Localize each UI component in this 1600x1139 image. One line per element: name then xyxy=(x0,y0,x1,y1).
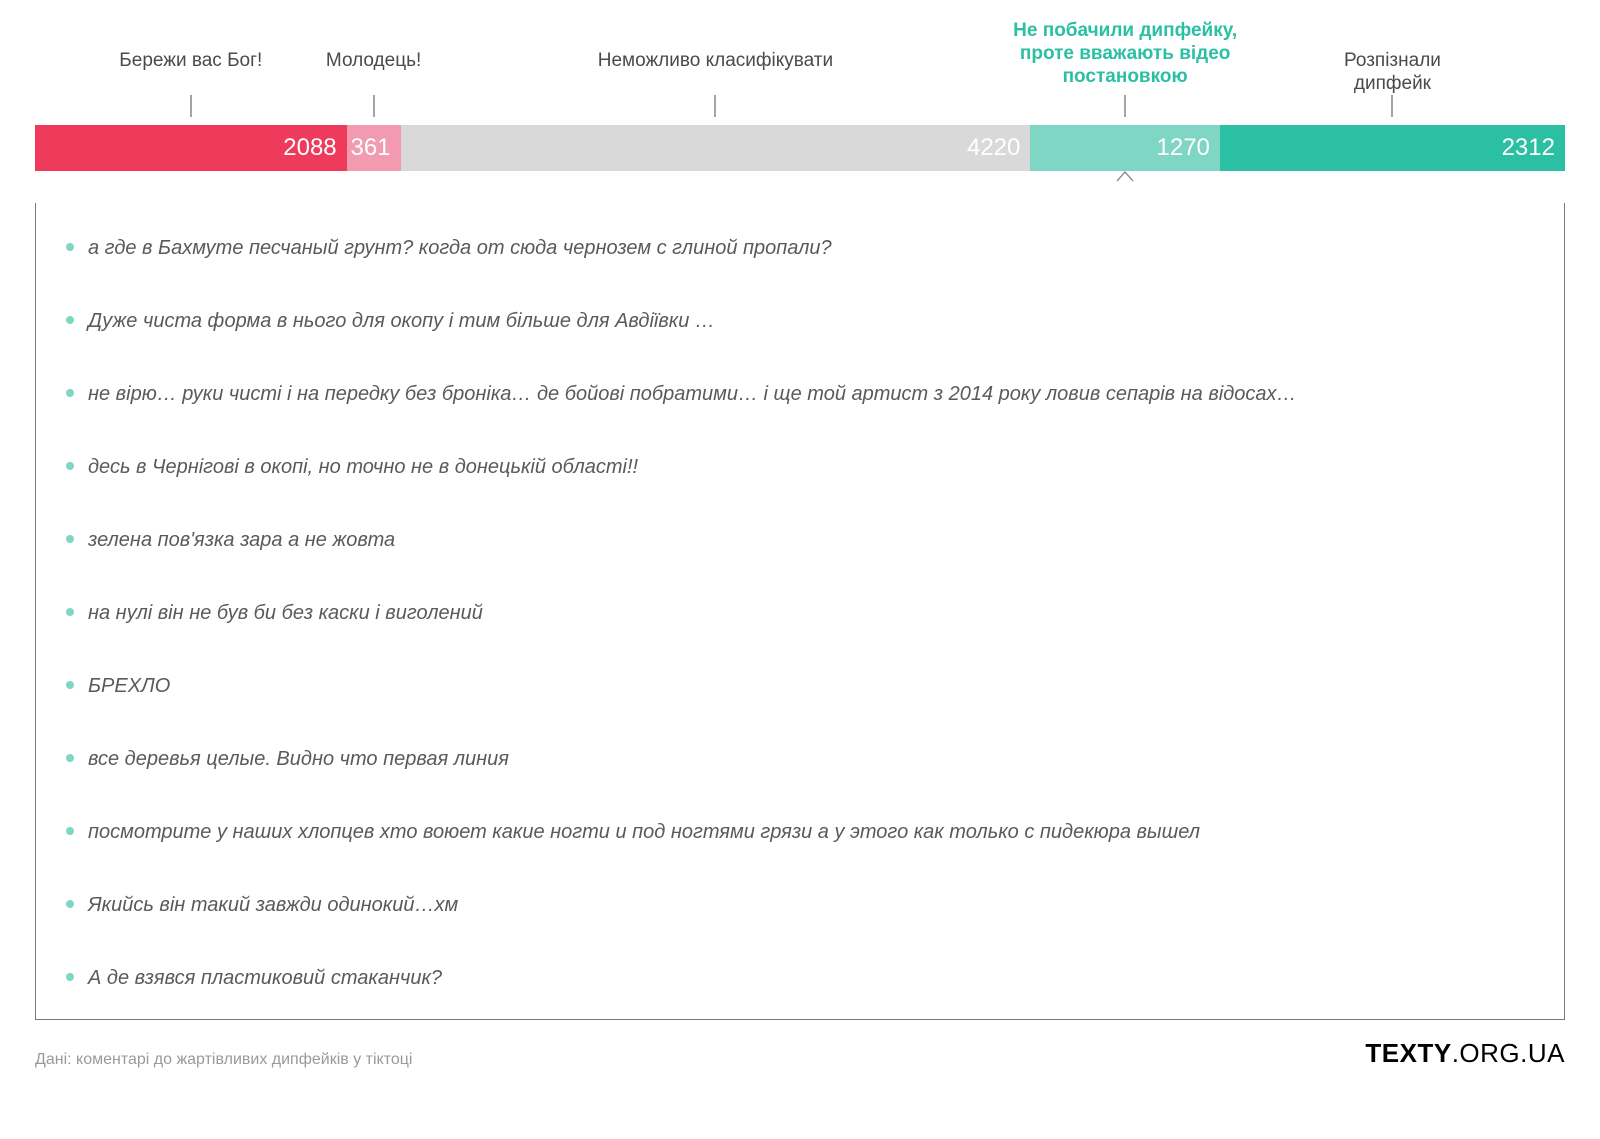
category-tick xyxy=(1392,95,1393,117)
bullet-icon xyxy=(66,243,74,251)
category-label: Не побачили дипфейку, проте вважають від… xyxy=(987,20,1262,88)
category-label: Розпізнали дипфейк xyxy=(1306,50,1479,96)
comment-text: посмотрите у наших хлопцев хто воюет как… xyxy=(88,819,1200,845)
bar-segment: 1270 xyxy=(1030,125,1220,171)
category-label: Бережи вас Бог! xyxy=(119,50,262,73)
logo-thin: .ORG.UA xyxy=(1452,1038,1565,1068)
comments-panel: а где в Бахмуте песчаный грунт? когда от… xyxy=(35,203,1565,1020)
category-label: Неможливо класифікувати xyxy=(598,50,833,73)
comment-text: все деревья целые. Видно что первая лини… xyxy=(88,746,509,772)
category-tick xyxy=(373,95,374,117)
comment-text: БРЕХЛО xyxy=(88,673,170,699)
comment-item: Дуже чиста форма в нього для окопу і тим… xyxy=(66,308,1534,334)
comment-text: А де взявся пластиковий стаканчик? xyxy=(88,965,442,991)
bullet-icon xyxy=(66,900,74,908)
comment-text: не вірю… руки чисті і на передку без бро… xyxy=(88,381,1297,407)
comment-item: а где в Бахмуте песчаный грунт? когда от… xyxy=(66,235,1534,261)
category-labels-row: Бережи вас Бог! Молодець! Неможливо класиф… xyxy=(35,20,1565,95)
category-tick xyxy=(1125,95,1126,117)
category-tick xyxy=(190,95,191,117)
stacked-bar-chart: Бережи вас Бог! Молодець! Неможливо класиф… xyxy=(35,20,1565,175)
logo: TEXTY.ORG.UA xyxy=(1365,1038,1565,1069)
comment-text: на нулі він не був би без каски і виголе… xyxy=(88,600,483,626)
logo-bold: TEXTY xyxy=(1365,1038,1451,1068)
footer: Дані: коментарі до жартівливих дипфейків… xyxy=(35,1038,1565,1069)
bar-segment: 2312 xyxy=(1220,125,1565,171)
comment-item: десь в Чернігові в окопі, но точно не в … xyxy=(66,454,1534,480)
bullet-icon xyxy=(66,462,74,470)
comment-item: БРЕХЛО xyxy=(66,673,1534,699)
comment-text: Дуже чиста форма в нього для окопу і тим… xyxy=(88,308,715,334)
comment-item: все деревья целые. Видно что первая лини… xyxy=(66,746,1534,772)
bar-segment: 361 xyxy=(347,125,401,171)
bullet-icon xyxy=(66,316,74,324)
comment-item: А де взявся пластиковий стаканчик? xyxy=(66,965,1534,991)
bar-segment: 4220 xyxy=(401,125,1031,171)
bullet-icon xyxy=(66,389,74,397)
comment-item: Якийсь він такий завжди одинокий…хм xyxy=(66,892,1534,918)
bullet-icon xyxy=(66,827,74,835)
bullet-icon xyxy=(66,754,74,762)
comment-item: зелена пов'язка зара а не жовта xyxy=(66,527,1534,553)
comment-text: Якийсь він такий завжди одинокий…хм xyxy=(88,892,458,918)
bar-segment: 2088 xyxy=(35,125,347,171)
category-tick xyxy=(715,95,716,117)
bullet-icon xyxy=(66,973,74,981)
bullet-icon xyxy=(66,681,74,689)
comment-text: зелена пов'язка зара а не жовта xyxy=(88,527,395,553)
comment-text: десь в Чернігові в окопі, но точно не в … xyxy=(88,454,638,480)
comment-item: посмотрите у наших хлопцев хто воюет как… xyxy=(66,819,1534,845)
comment-text: а где в Бахмуте песчаный грунт? когда от… xyxy=(88,235,832,261)
bar-row: 2088361422012702312 xyxy=(35,125,1565,171)
comment-item: на нулі він не був би без каски і виголе… xyxy=(66,600,1534,626)
bullet-icon xyxy=(66,535,74,543)
pointer-caret-icon xyxy=(1116,170,1134,182)
category-label: Молодець! xyxy=(326,50,421,73)
bullet-icon xyxy=(66,608,74,616)
comment-item: не вірю… руки чисті і на передку без бро… xyxy=(66,381,1534,407)
data-source: Дані: коментарі до жартівливих дипфейків… xyxy=(35,1051,412,1069)
